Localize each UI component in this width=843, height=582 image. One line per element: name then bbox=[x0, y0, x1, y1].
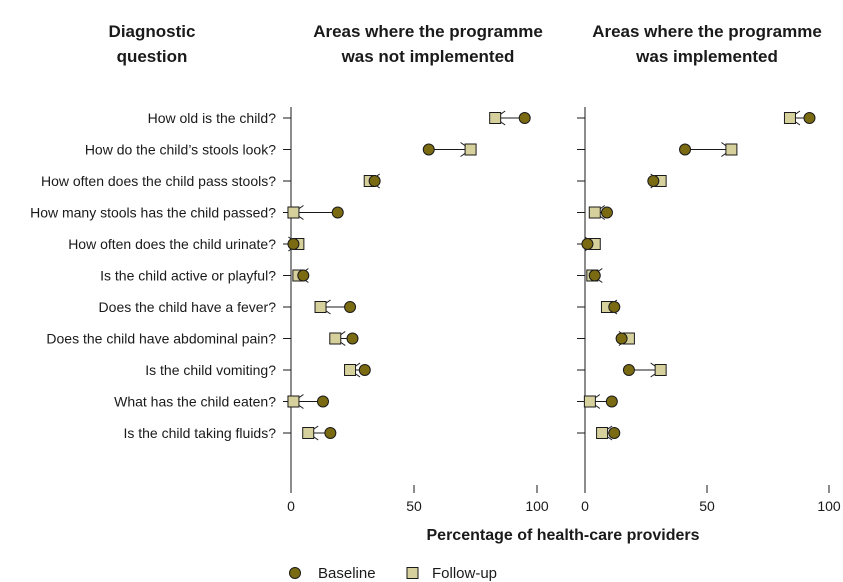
baseline-point bbox=[679, 143, 692, 156]
legend-followup-label: Follow-up bbox=[432, 565, 497, 582]
baseline-point bbox=[581, 238, 594, 250]
header-left-line2: was not implemented bbox=[341, 47, 515, 66]
question-label: How often does the child pass stools? bbox=[41, 173, 276, 189]
baseline-point bbox=[647, 175, 660, 187]
question-label: What has the child eaten? bbox=[114, 394, 276, 410]
baseline-point bbox=[358, 364, 371, 376]
followup-point bbox=[344, 364, 357, 376]
x-tick-label: 0 bbox=[581, 498, 589, 514]
followup-point bbox=[588, 206, 601, 219]
followup-point bbox=[725, 143, 738, 156]
header-question: Diagnostic question bbox=[109, 22, 196, 66]
question-label: Does the child have abdominal pain? bbox=[46, 331, 276, 347]
header-panel-left: Areas where the programme was not implem… bbox=[313, 22, 543, 66]
question-label: How many stools has the child passed? bbox=[30, 205, 276, 221]
baseline-point bbox=[622, 364, 635, 376]
followup-point bbox=[783, 112, 796, 124]
baseline-point bbox=[368, 175, 381, 187]
question-label: How old is the child? bbox=[148, 110, 277, 126]
baseline-point bbox=[331, 206, 344, 219]
followup-point bbox=[287, 395, 300, 408]
x-axis-title: Percentage of health-care providers bbox=[427, 527, 700, 544]
followup-point bbox=[583, 395, 596, 408]
question-label: Does the child have a fever? bbox=[99, 299, 277, 315]
x-tick-label: 0 bbox=[287, 498, 295, 514]
question-label: Is the child active or playful? bbox=[100, 268, 276, 284]
question-label: How often does the child urinate? bbox=[68, 236, 276, 252]
baseline-point bbox=[615, 332, 628, 345]
question-labels: How old is the child? How do the child’s … bbox=[30, 110, 276, 441]
baseline-point bbox=[803, 112, 816, 124]
x-tick-label: 50 bbox=[406, 498, 422, 514]
followup-point bbox=[464, 143, 477, 156]
baseline-point bbox=[608, 427, 621, 439]
baseline-point bbox=[605, 395, 618, 408]
question-label: Is the child vomiting? bbox=[145, 362, 276, 378]
x-tick-label: 100 bbox=[525, 498, 549, 514]
baseline-point bbox=[588, 269, 601, 282]
followup-point bbox=[287, 206, 300, 219]
header-question-line1: Diagnostic bbox=[109, 22, 196, 41]
baseline-point bbox=[600, 206, 613, 219]
baseline-point bbox=[287, 238, 300, 250]
header-right-line1: Areas where the programme bbox=[592, 22, 822, 41]
header-left-line1: Areas where the programme bbox=[313, 22, 543, 41]
baseline-point bbox=[346, 332, 359, 345]
baseline-point bbox=[344, 301, 357, 313]
baseline-point bbox=[518, 112, 531, 124]
followup-point bbox=[596, 427, 609, 439]
legend: Baseline Follow-up bbox=[289, 565, 497, 582]
followup-point bbox=[654, 364, 667, 376]
question-label: How do the child’s stools look? bbox=[85, 142, 276, 158]
panel-not-implemented: 0 50 100 bbox=[283, 107, 549, 514]
baseline-point bbox=[297, 269, 310, 282]
x-tick-label: 50 bbox=[699, 498, 715, 514]
baseline-point bbox=[422, 143, 435, 156]
baseline-point bbox=[608, 301, 621, 313]
panel-implemented: 0 50 100 bbox=[577, 107, 841, 514]
legend-baseline-label: Baseline bbox=[318, 565, 376, 582]
followup-point bbox=[489, 112, 502, 124]
header-panel-right: Areas where the programme was implemente… bbox=[592, 22, 822, 66]
legend-followup-marker bbox=[406, 567, 419, 579]
header-right-line2: was implemented bbox=[635, 47, 778, 66]
header-question-line2: question bbox=[117, 47, 188, 66]
followup-point bbox=[302, 427, 315, 439]
followup-point bbox=[329, 332, 342, 345]
followup-point bbox=[314, 301, 327, 313]
legend-baseline-marker bbox=[289, 567, 301, 579]
baseline-point bbox=[316, 395, 329, 408]
question-label: Is the child taking fluids? bbox=[123, 425, 276, 441]
x-tick-label: 100 bbox=[817, 498, 841, 514]
baseline-point bbox=[324, 427, 337, 439]
